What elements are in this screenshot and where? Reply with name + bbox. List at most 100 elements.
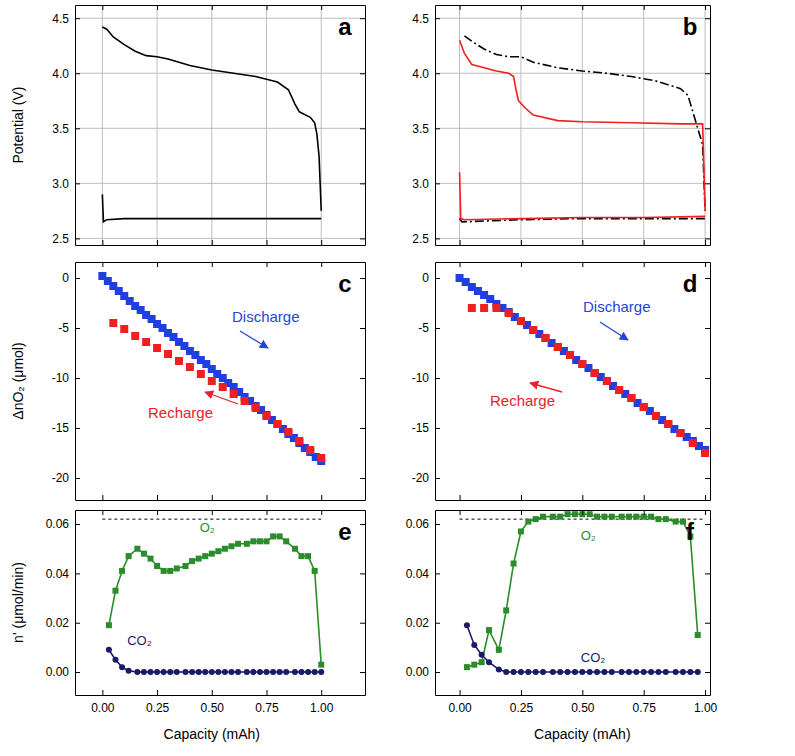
tick-label: 0.50: [201, 701, 225, 715]
tick: [360, 478, 365, 479]
marker: [695, 632, 701, 638]
series-label: O₂: [581, 528, 596, 543]
panel: O₂CO₂0.000.250.500.751.000.000.020.040.0…: [406, 510, 718, 742]
marker: [164, 350, 172, 358]
tick-mark: [75, 573, 80, 574]
axis-line: [436, 5, 711, 6]
tick: 0.02: [406, 616, 440, 630]
marker: [540, 514, 546, 520]
marker: [235, 541, 241, 547]
marker: [695, 669, 701, 675]
marker: [273, 420, 281, 428]
marker: [641, 669, 647, 675]
marker: [215, 548, 221, 554]
tick-mark: [102, 240, 103, 245]
tick-mark: [582, 690, 583, 695]
marker: [633, 669, 639, 675]
marker: [603, 377, 611, 385]
marker: [126, 668, 132, 674]
x-axis: 0.000.250.500.751.00: [76, 690, 366, 715]
annotation: Discharge: [232, 308, 300, 325]
grid-line: [211, 5, 212, 245]
marker: [306, 446, 314, 454]
tick-mark: [705, 495, 706, 500]
marker: [264, 669, 270, 675]
tick-label: 4.0: [52, 67, 69, 81]
tick-mark: [75, 328, 80, 329]
tick-label: 0.25: [146, 701, 170, 715]
tick: [582, 262, 583, 267]
tick-label: -10: [412, 371, 430, 385]
tick-mark: [644, 240, 645, 245]
marker: [318, 662, 324, 668]
tick: [267, 240, 268, 245]
grid-line: [435, 238, 710, 239]
tick-label: 1.00: [310, 701, 334, 715]
x-axis-top: [76, 510, 366, 515]
tick-label: -5: [418, 321, 429, 335]
tick: [321, 262, 322, 267]
tick-mark: [460, 262, 461, 267]
tick-mark: [321, 5, 322, 10]
marker: [284, 428, 292, 436]
tick: [582, 495, 583, 500]
tick: [360, 672, 365, 673]
marker: [468, 304, 476, 312]
tick: [360, 183, 365, 184]
tick-mark: [705, 18, 710, 19]
x-axis-top: [76, 262, 366, 267]
y-axis-right: [705, 263, 711, 501]
marker: [609, 514, 615, 520]
tick: 0: [62, 271, 80, 285]
x-axis-top: [436, 5, 711, 10]
tick: 0.04: [46, 567, 80, 581]
marker: [615, 386, 623, 394]
y-axis-title: ΔnO₂ (μmol): [10, 342, 26, 419]
axis-line: [436, 262, 711, 263]
tick-mark: [360, 478, 365, 479]
panel: 0-5-10-15-20dDischargeRecharge: [412, 262, 711, 501]
tick: [521, 5, 522, 10]
marker: [529, 326, 537, 334]
tick-label: -20: [412, 471, 430, 485]
marker: [126, 553, 132, 559]
tick-mark: [435, 672, 440, 673]
tick-mark: [267, 510, 268, 515]
marker: [183, 563, 189, 569]
tick: [521, 495, 522, 500]
tick-label: 0.00: [406, 665, 430, 679]
tick-mark: [267, 690, 268, 695]
marker: [292, 669, 298, 675]
tick: [267, 510, 268, 515]
marker: [603, 377, 611, 385]
axis-line: [436, 245, 711, 246]
tick: [212, 495, 213, 500]
marker: [283, 669, 289, 675]
tick-mark: [75, 672, 80, 673]
tick: [705, 18, 710, 19]
tick-mark: [157, 690, 158, 695]
y-axis-right: [705, 511, 711, 696]
marker: [677, 429, 685, 437]
marker: [222, 546, 228, 552]
tick-mark: [360, 73, 365, 74]
series-line: [109, 536, 321, 664]
annotation-arrow: [205, 392, 238, 404]
tick: [102, 495, 103, 500]
marker: [264, 538, 270, 544]
marker: [106, 622, 112, 628]
tick: -15: [412, 421, 440, 435]
marker: [250, 538, 256, 544]
panel-label: c: [338, 270, 351, 297]
tick-mark: [75, 73, 80, 74]
tick-mark: [521, 510, 522, 515]
tick: [360, 328, 365, 329]
series-label: CO₂: [581, 650, 606, 665]
marker: [228, 669, 234, 675]
tick: 3.0: [52, 177, 80, 191]
marker: [652, 412, 660, 420]
marker: [615, 386, 623, 394]
marker: [112, 588, 118, 594]
axis-line: [365, 511, 366, 696]
tick: 0.06: [406, 517, 440, 531]
